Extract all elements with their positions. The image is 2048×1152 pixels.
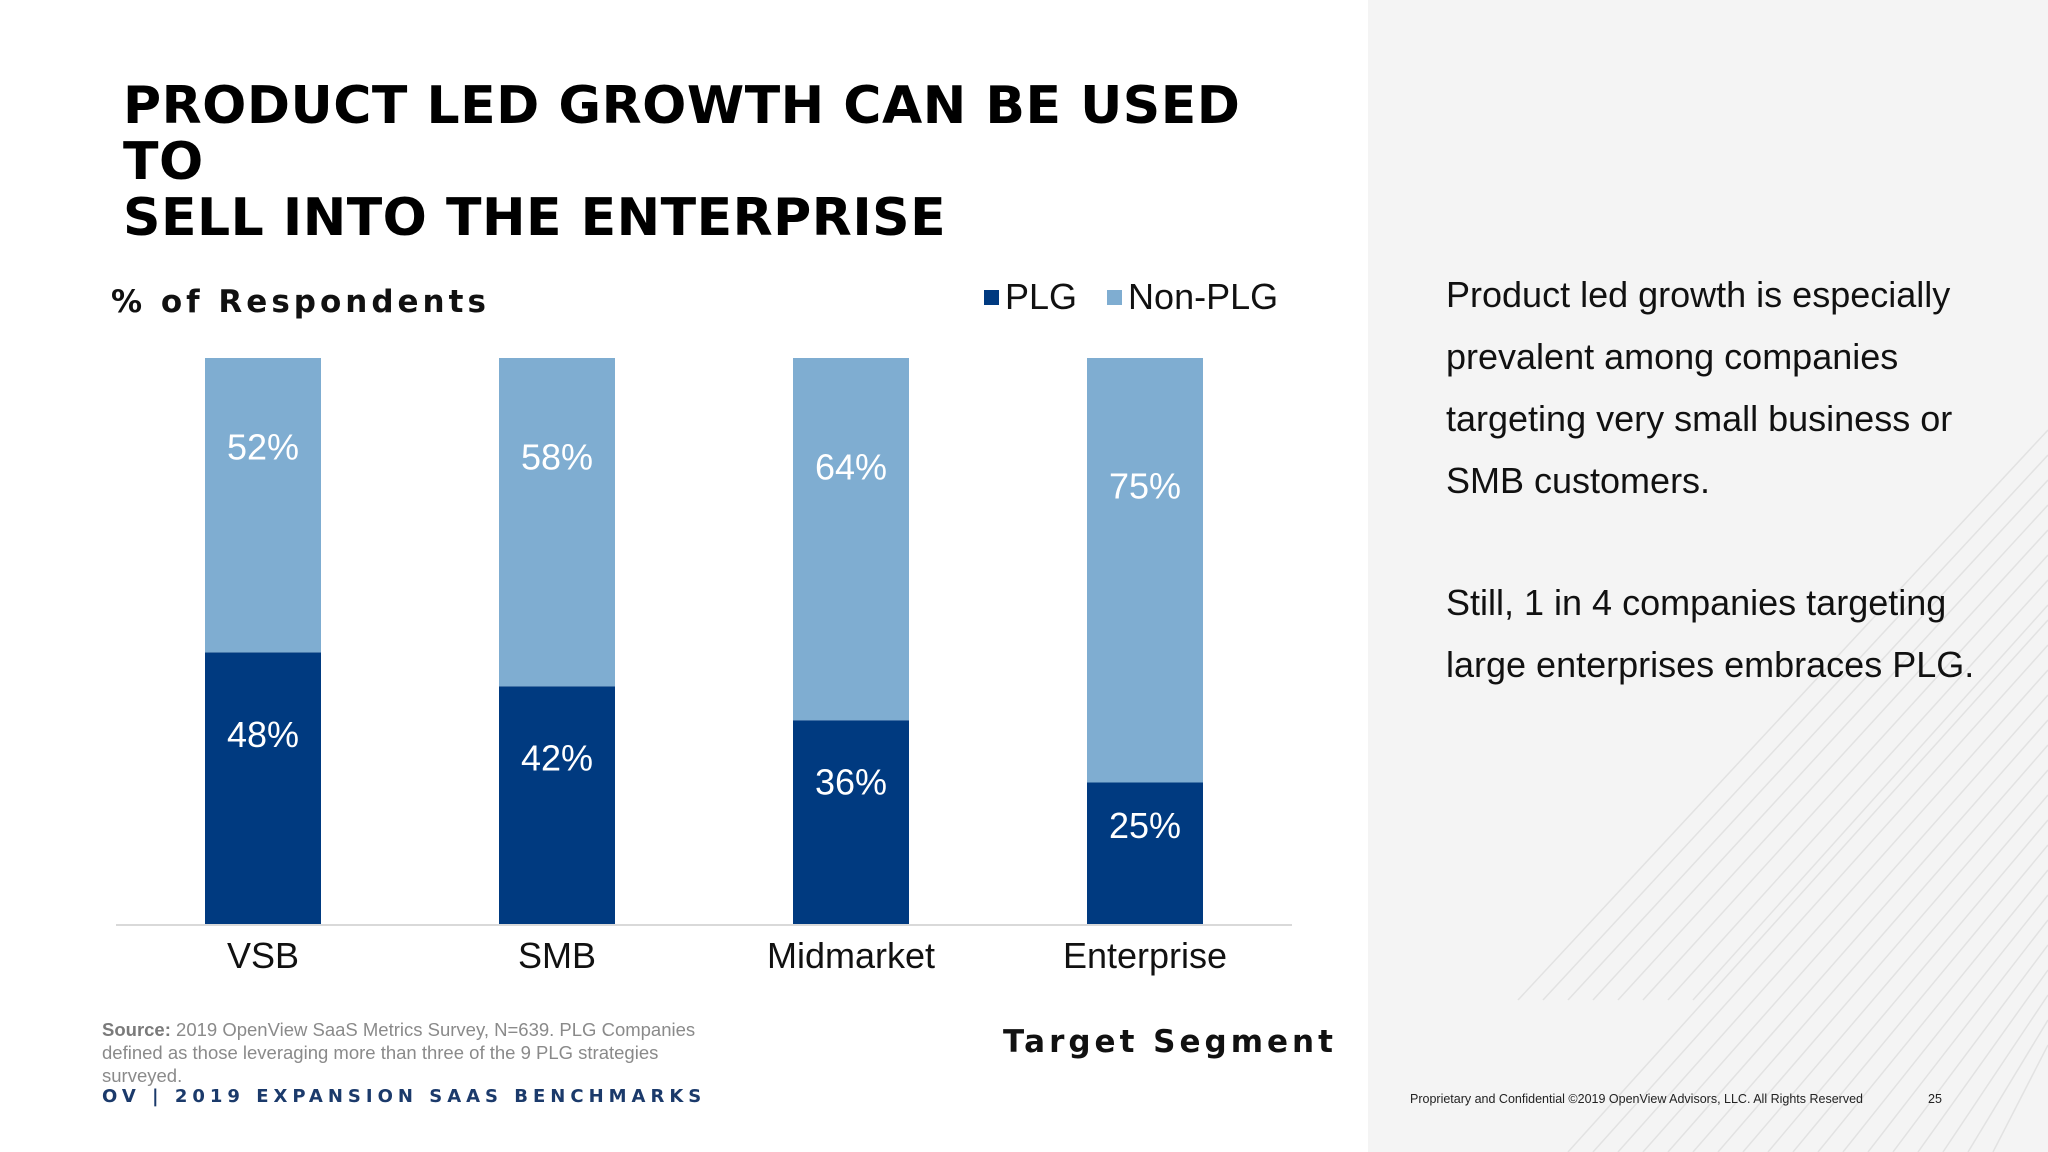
legend-item-plg: PLG <box>984 276 1077 318</box>
data-label-non-plg-smb: 58% <box>521 436 593 477</box>
stacked-bar-chart: 48% 52% VSB 42% 58% SMB 36% 64% Midmarket 25% 75% E… <box>116 358 1292 976</box>
page-number: 25 <box>1928 1092 1942 1106</box>
slide-title: PRODUCT LED GROWTH CAN BE USED TO SELL I… <box>123 78 1303 246</box>
data-label-non-plg-vsb: 52% <box>227 426 299 467</box>
source-text: 2019 OpenView SaaS Metrics Survey, N=639… <box>102 1019 696 1086</box>
footer-legal: Proprietary and Confidential ©2019 OpenV… <box>1410 1092 1863 1106</box>
bar-plg-smb <box>499 686 615 924</box>
x-tick-label-midmarket: Midmarket <box>767 935 935 976</box>
slide-title-line-1: PRODUCT LED GROWTH CAN BE USED TO <box>123 76 1241 192</box>
source-label: Source: <box>102 1019 171 1040</box>
data-label-plg-midmarket: 36% <box>815 761 887 802</box>
legend-label-non-plg: Non-PLG <box>1128 276 1279 317</box>
bar-plg-midmarket <box>793 720 909 924</box>
footer-brand: OV | 2019 EXPANSION SAAS BENCHMARKS <box>102 1086 707 1107</box>
legend-label-plg: PLG <box>1005 276 1078 317</box>
legend-swatch-non-plg <box>1107 289 1123 305</box>
bar-non-plg-smb <box>499 358 615 687</box>
slide-title-line-2: SELL INTO THE ENTERPRISE <box>123 188 947 248</box>
bar-non-plg-enterprise <box>1087 358 1203 783</box>
legend-item-non-plg: Non-PLG <box>1107 276 1278 318</box>
source-note: Source: 2019 OpenView SaaS Metrics Surve… <box>102 1018 742 1087</box>
x-tick-label-vsb: VSB <box>227 935 299 976</box>
diagonal-line-pattern <box>1517 429 2048 1152</box>
bar-non-plg-vsb <box>205 358 321 653</box>
data-label-plg-enterprise: 25% <box>1109 805 1181 846</box>
bar-non-plg-midmarket <box>793 358 909 721</box>
chart-legend: PLG Non-PLG <box>984 276 1308 318</box>
x-tick-label-smb: SMB <box>518 935 596 976</box>
data-label-non-plg-midmarket: 64% <box>815 447 887 488</box>
commentary-paragraph-2: Still, 1 in 4 companies targeting large … <box>1446 582 1975 685</box>
data-label-plg-vsb: 48% <box>227 714 299 755</box>
data-label-plg-smb: 42% <box>521 738 593 779</box>
side-panel <box>1368 0 2048 1152</box>
x-tick-label-enterprise: Enterprise <box>1063 935 1227 976</box>
bar-plg-vsb <box>205 652 321 924</box>
legend-swatch-plg <box>984 289 999 305</box>
commentary-paragraph-1: Product led growth is especially prevale… <box>1446 274 1953 501</box>
y-axis-label: % of Respondents <box>111 284 490 320</box>
bar-plg-enterprise <box>1087 782 1203 924</box>
data-label-non-plg-enterprise: 75% <box>1109 465 1181 506</box>
commentary: Product led growth is especially prevale… <box>1446 264 2006 696</box>
x-axis-label: Target Segment <box>1003 1024 1337 1060</box>
